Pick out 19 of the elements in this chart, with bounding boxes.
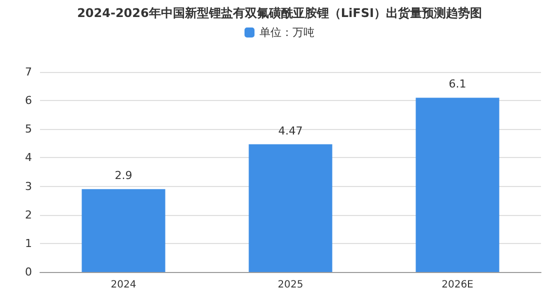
y-tick-label: 1 (25, 236, 32, 250)
y-tick-label: 7 (25, 66, 32, 78)
bar (416, 98, 500, 272)
y-tick-label: 0 (25, 266, 32, 278)
bar (82, 189, 166, 272)
y-tick-label: 4 (25, 151, 32, 164)
x-tick-label: 2025 (278, 280, 304, 290)
data-label: 6.1 (448, 78, 466, 91)
x-tick-label: 2024 (110, 280, 136, 290)
y-tick-label: 3 (25, 180, 32, 193)
bar (248, 144, 332, 272)
chart-title: 2024-2026年中国新型锂盐有双氟磺酰亚胺锂（LiFSI）出货量预测趋势图 (77, 6, 482, 20)
x-tick-label: 2026E (442, 280, 474, 290)
data-label: 4.47 (278, 124, 303, 138)
y-tick-label: 6 (25, 94, 32, 108)
y-tick-label: 2 (25, 208, 32, 222)
y-tick-label: 5 (25, 122, 32, 136)
data-label: 2.9 (114, 169, 132, 182)
legend-label: 单位：万吨 (260, 26, 314, 39)
